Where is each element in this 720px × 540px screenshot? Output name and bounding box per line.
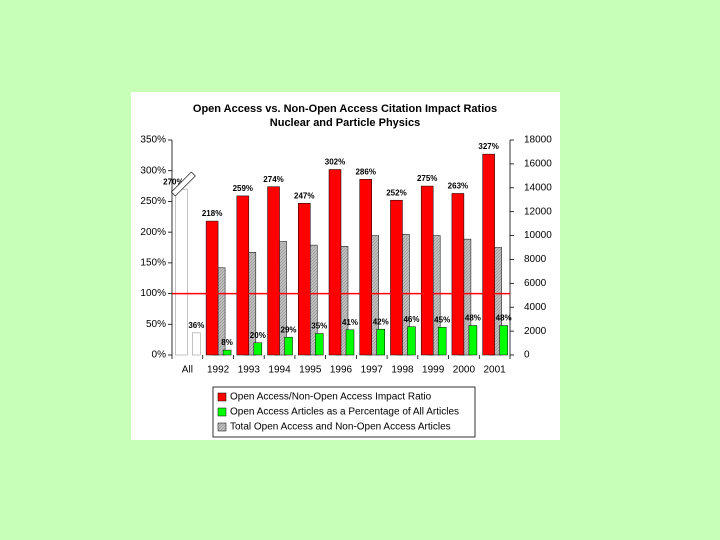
- value-label: 42%: [373, 317, 389, 326]
- y2-tick-label: 4000: [524, 302, 547, 313]
- y2-tick-label: 14000: [524, 182, 552, 193]
- bar: [236, 195, 250, 356]
- bar: [376, 328, 385, 356]
- bar: [253, 342, 263, 356]
- y2-tick-label: 0: [524, 350, 530, 361]
- bar: [482, 153, 495, 356]
- value-label: 218%: [202, 209, 222, 218]
- bar: [175, 188, 188, 356]
- bar: [437, 327, 447, 356]
- bar: [222, 349, 232, 356]
- bar: [407, 326, 416, 356]
- y2-tick-label: 6000: [524, 278, 547, 289]
- legend-swatch: [217, 392, 227, 402]
- legend-swatch: [217, 407, 227, 417]
- x-tick-label: 1994: [268, 365, 291, 376]
- value-label: 259%: [233, 184, 253, 193]
- y2-tick-label: 8000: [524, 254, 547, 265]
- bar: [284, 336, 293, 356]
- y-tick-label: 200%: [140, 227, 166, 238]
- y-tick-label: 150%: [140, 257, 166, 268]
- value-label: 46%: [403, 315, 419, 324]
- legend-label: Open Access/Non-Open Access Impact Ratio: [230, 392, 432, 403]
- y2-tick-label: 10000: [524, 230, 552, 241]
- value-label: 48%: [496, 314, 512, 323]
- bar: [390, 199, 403, 356]
- y-tick-label: 100%: [140, 288, 166, 299]
- value-label: 327%: [478, 142, 498, 151]
- axis-break: [170, 171, 196, 197]
- y2-tick-label: 18000: [524, 135, 552, 146]
- bar: [420, 185, 434, 356]
- value-label: 270%: [163, 177, 183, 186]
- y-tick-label: 50%: [146, 319, 166, 330]
- bar: [468, 325, 478, 356]
- value-label: 36%: [188, 321, 204, 330]
- x-tick-label: 1995: [299, 365, 322, 376]
- value-label: 45%: [434, 315, 450, 324]
- chart-subtitle: Nuclear and Particle Physics: [270, 117, 420, 129]
- value-label: 29%: [281, 325, 297, 334]
- y2-tick-label: 2000: [524, 326, 547, 337]
- value-label: 263%: [448, 182, 468, 191]
- x-tick-label: 1996: [330, 365, 353, 376]
- value-label: 275%: [417, 174, 437, 183]
- x-tick-label: 1997: [361, 365, 384, 376]
- chart-title: Open Access vs. Non-Open Access Citation…: [193, 103, 497, 115]
- value-label: 252%: [386, 188, 406, 197]
- bar: [298, 203, 311, 356]
- bar: [328, 169, 342, 356]
- legend-swatch: [217, 422, 227, 432]
- y-tick-label: 0%: [152, 350, 167, 361]
- bar: [359, 179, 372, 356]
- x-tick-label: All: [182, 365, 193, 376]
- value-label: 274%: [263, 175, 283, 184]
- bar: [205, 220, 219, 356]
- value-label: 8%: [221, 338, 233, 347]
- value-label: 286%: [355, 167, 375, 176]
- x-tick-label: 1992: [207, 365, 230, 376]
- y2-tick-label: 12000: [524, 206, 552, 217]
- value-label: 302%: [325, 158, 345, 167]
- bar: [267, 186, 280, 356]
- bar: [451, 193, 465, 356]
- bar: [499, 325, 508, 356]
- value-label: 35%: [311, 322, 327, 331]
- value-label: 41%: [342, 318, 358, 327]
- x-tick-label: 2001: [484, 365, 507, 376]
- legend-box: [212, 386, 476, 438]
- bar: [315, 333, 324, 356]
- legend-label: Open Access Articles as a Percentage of …: [230, 407, 459, 418]
- value-label: 20%: [250, 331, 266, 340]
- value-label: 247%: [294, 191, 314, 200]
- y2-tick-label: 16000: [524, 159, 552, 170]
- y-tick-label: 250%: [140, 196, 166, 207]
- y-tick-label: 350%: [140, 135, 166, 146]
- legend-label: Total Open Access and Non-Open Access Ar…: [230, 422, 451, 433]
- x-tick-label: 1998: [391, 365, 414, 376]
- x-tick-label: 2000: [453, 365, 476, 376]
- value-label: 48%: [465, 314, 481, 323]
- bar: [345, 329, 355, 356]
- x-tick-label: 1999: [422, 365, 445, 376]
- x-tick-label: 1993: [238, 365, 261, 376]
- bar: [192, 332, 201, 356]
- y-tick-label: 300%: [140, 165, 166, 176]
